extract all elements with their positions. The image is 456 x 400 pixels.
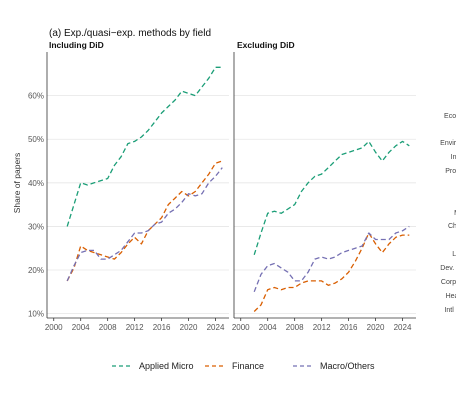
legend-label: Finance xyxy=(232,361,264,371)
legend-label: Applied Micro xyxy=(139,361,194,371)
cut-off-label: Corpo xyxy=(441,279,456,286)
legend-label: Macro/Others xyxy=(320,361,375,371)
legend-item-applied-micro: Applied Micro xyxy=(112,361,194,371)
series-line-finance xyxy=(253,232,410,312)
x-tick-label: 2008 xyxy=(286,323,304,332)
cut-off-label: Dev. o xyxy=(440,265,456,272)
panel-title-including-did: Including DiD xyxy=(49,40,104,50)
x-tick-label: 2020 xyxy=(180,323,198,332)
cut-off-label: La xyxy=(452,251,456,258)
x-tick-label: 2008 xyxy=(99,323,117,332)
cut-off-label: Enviro xyxy=(440,140,456,147)
legend: Applied Micro Finance Macro/Others xyxy=(112,361,375,371)
cut-off-label: Chil xyxy=(448,223,456,230)
y-tick-label: 20% xyxy=(28,266,44,275)
series-line-applied-micro xyxy=(253,140,410,255)
x-tick-label: 2004 xyxy=(259,323,277,332)
x-tick-label: 2016 xyxy=(340,323,358,332)
cut-off-label: Econ xyxy=(444,113,456,120)
x-tick-label: 2012 xyxy=(313,323,331,332)
x-tick-label: 2024 xyxy=(394,323,412,332)
y-tick-label: 10% xyxy=(28,310,44,319)
panel-title-excluding-did: Excluding DiD xyxy=(237,40,295,50)
panel-including-did: 2000 2004 2008 2012 2016 2020 2024 xyxy=(45,52,229,332)
cut-off-label: Intl xyxy=(451,154,456,161)
y-tick-label: 30% xyxy=(28,222,44,231)
y-tick-label: 60% xyxy=(28,92,44,101)
y-axis-label: Share of papers xyxy=(12,153,22,213)
x-tick-label: 2012 xyxy=(126,323,144,332)
series-line-macro-others xyxy=(66,167,223,282)
y-tick-label: 50% xyxy=(28,135,44,144)
x-tick-label: 2000 xyxy=(45,323,63,332)
panels: 10%20%30%40%50%60%2000 2004 2008 2012 2016 20… xyxy=(28,52,416,332)
x-tick-label: 2020 xyxy=(367,323,385,332)
y-tick-label: 40% xyxy=(28,179,44,188)
cut-off-label: Heal xyxy=(446,293,456,300)
series-line-applied-micro xyxy=(66,66,223,227)
cut-off-panel-labels: lEconEnviroIntlProdMChilLaDev. oCorpoHea… xyxy=(440,113,456,314)
cut-off-label: Prod xyxy=(445,168,456,175)
legend-item-macro-others: Macro/Others xyxy=(293,361,375,371)
x-tick-label: 2000 xyxy=(232,323,250,332)
cut-off-label: Intl F xyxy=(444,307,456,314)
x-tick-label: 2016 xyxy=(153,323,171,332)
x-tick-label: 2024 xyxy=(207,323,225,332)
panel-excluding-did: 2000 2004 2008 2012 2016 2020 2024 xyxy=(232,52,416,332)
legend-item-finance: Finance xyxy=(205,361,264,371)
cut-off-label: M xyxy=(454,210,456,217)
series-line-macro-others xyxy=(253,225,410,293)
x-tick-label: 2004 xyxy=(72,323,90,332)
series-line-finance xyxy=(66,160,223,282)
chart-title: (a) Exp./quasi−exp. methods by field xyxy=(49,28,211,39)
